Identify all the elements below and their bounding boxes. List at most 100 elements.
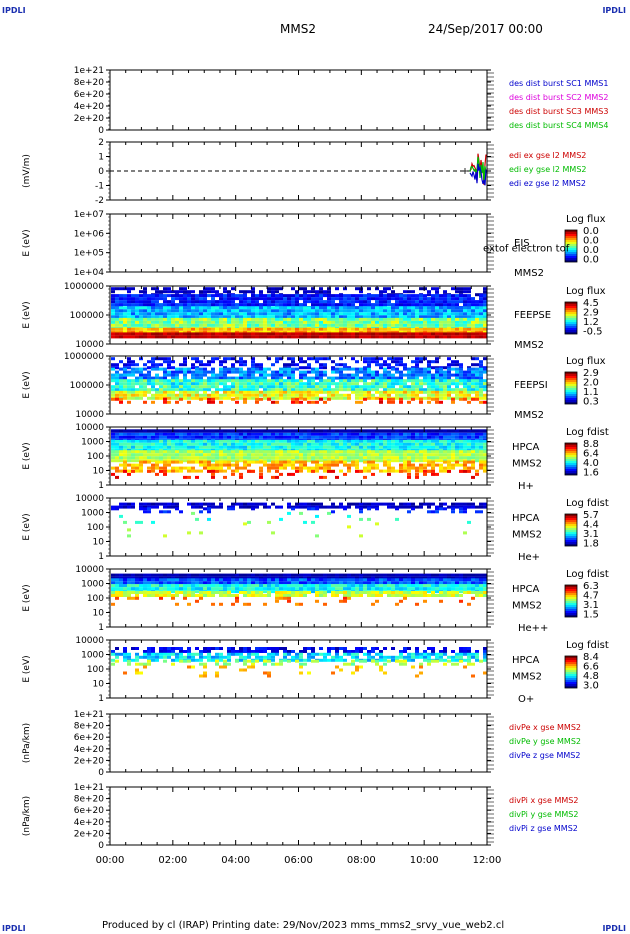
spectrogram-cell — [207, 379, 211, 383]
spectrogram-cell — [379, 297, 383, 301]
spectrogram-cell — [411, 445, 415, 449]
spectrogram-cell — [339, 320, 343, 324]
spectrogram-cell — [427, 442, 431, 446]
spectrogram-cell — [407, 472, 411, 476]
spectrogram-cell — [123, 435, 127, 439]
spectrogram-cell — [299, 360, 303, 364]
spectrogram-cell — [327, 450, 331, 454]
spectrogram-cell — [175, 379, 179, 383]
spectrogram-cell — [247, 382, 251, 386]
spectrogram-cell — [119, 379, 123, 383]
spectrogram-cell — [359, 450, 363, 454]
spectrogram-cell — [143, 330, 147, 334]
spectrogram-cell — [411, 297, 415, 301]
spectrogram-cell — [367, 320, 371, 324]
spectrogram-cell — [379, 357, 383, 361]
spectrogram-cell — [171, 327, 175, 331]
spectrogram-cell — [223, 315, 227, 319]
spectrogram-cell — [395, 306, 399, 310]
spectrogram-cell — [415, 385, 419, 389]
spectrogram-cell — [347, 332, 351, 336]
spectrogram-cell — [203, 323, 207, 327]
spectrogram-cell — [415, 432, 419, 436]
spectrogram-cell — [311, 393, 315, 397]
spectrogram-cell — [131, 303, 135, 307]
spectrogram-cell — [231, 327, 235, 331]
spectrogram-cell — [363, 385, 367, 389]
spectrogram-cell — [367, 450, 371, 454]
spectrogram-cell — [283, 335, 287, 339]
spectrogram-cell — [247, 335, 251, 339]
spectrogram-cell — [479, 294, 483, 298]
spectrogram-cell — [127, 357, 131, 361]
spectrogram-cell — [183, 360, 187, 364]
spectrogram-cell — [215, 320, 219, 324]
spectrogram-cell — [451, 327, 455, 331]
spectrogram-cell — [451, 363, 455, 367]
spectrogram-cell — [111, 363, 115, 367]
spectrogram-cell — [151, 320, 155, 324]
spectrogram-cell — [379, 363, 383, 367]
spectrogram-cell — [159, 363, 163, 367]
spectrogram-cell — [187, 367, 191, 371]
spectrogram-cell — [319, 390, 323, 394]
spectrogram-cell — [367, 312, 371, 316]
spectrogram-cell — [303, 397, 307, 401]
spectrogram-cell — [131, 363, 135, 367]
spectrogram-cell — [255, 335, 259, 339]
spectrogram-cell — [215, 317, 219, 321]
spectrogram-cell — [411, 466, 415, 470]
spectrogram-cell — [179, 469, 183, 473]
spectrogram-cell — [303, 320, 307, 324]
spectrogram-cell — [327, 385, 331, 389]
spectrogram-cell — [475, 453, 479, 457]
spectrogram-cell — [395, 469, 399, 473]
spectrogram-cell — [287, 373, 291, 377]
spectrogram-cell — [175, 335, 179, 339]
spectrogram-cell — [123, 323, 127, 327]
spectrogram-cell — [175, 466, 179, 470]
spectrogram-cell — [203, 379, 207, 383]
spectrogram-cell — [203, 320, 207, 324]
spectrogram-cell — [263, 445, 267, 449]
spectrogram-cell — [339, 294, 343, 298]
spectrogram-cell — [367, 323, 371, 327]
spectrogram-cell — [167, 450, 171, 454]
spectrogram-cell — [331, 450, 335, 454]
spectrogram-cell — [195, 300, 199, 304]
spectrogram-cell — [187, 300, 191, 304]
spectrogram-cell — [435, 323, 439, 327]
spectrogram-cell — [479, 327, 483, 331]
spectrogram-cell — [143, 385, 147, 389]
spectrogram-cell — [451, 429, 455, 433]
spectrogram-cell — [343, 367, 347, 371]
spectrogram-cell — [151, 357, 155, 361]
spectrogram-cell — [411, 439, 415, 443]
spectrogram-cell — [423, 469, 427, 473]
spectrogram-cell — [163, 466, 167, 470]
spectrogram-cell — [271, 294, 275, 298]
spectrogram-cell — [211, 475, 215, 479]
spectrogram-cell — [355, 439, 359, 443]
spectrogram-cell — [179, 367, 183, 371]
spectrogram-cell — [271, 466, 275, 470]
spectrogram-cell — [267, 320, 271, 324]
spectrogram-cell — [303, 332, 307, 336]
spectrogram-cell — [143, 445, 147, 449]
spectrogram-cell — [431, 435, 435, 439]
spectrogram-cell — [323, 300, 327, 304]
spectrogram-cell — [463, 290, 467, 294]
spectrogram-cell — [367, 303, 371, 307]
spectrogram-cell — [179, 456, 183, 460]
spectrogram-cell — [387, 435, 391, 439]
spectrogram-cell — [223, 294, 227, 298]
spectrogram-cell — [323, 332, 327, 336]
spectrogram-cell — [223, 475, 227, 479]
spectrogram-cell — [151, 315, 155, 319]
spectrogram-cell — [191, 388, 195, 392]
spectrogram-cell — [383, 390, 387, 394]
spectrogram-cell — [247, 290, 251, 294]
spectrogram-cell — [419, 450, 423, 454]
spectrogram-cell — [275, 385, 279, 389]
spectrogram-cell — [179, 363, 183, 367]
